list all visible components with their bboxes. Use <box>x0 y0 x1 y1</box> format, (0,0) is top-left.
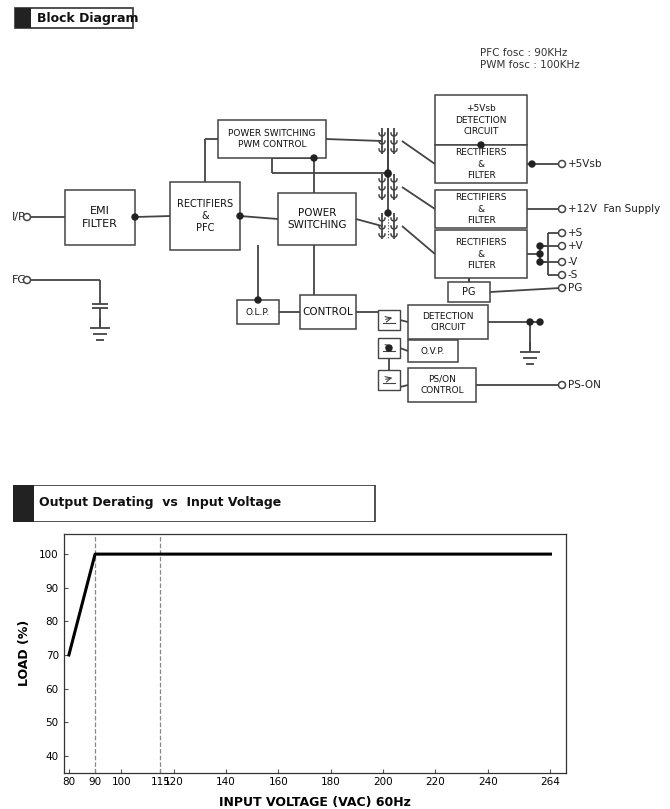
Circle shape <box>385 171 391 177</box>
Circle shape <box>255 297 261 303</box>
Bar <box>13 485 34 522</box>
Text: -S: -S <box>568 270 578 280</box>
Text: RECTIFIERS
&
PFC: RECTIFIERS & PFC <box>177 199 233 234</box>
Circle shape <box>311 155 317 161</box>
Circle shape <box>132 214 138 220</box>
Bar <box>408 340 458 362</box>
Circle shape <box>559 243 565 249</box>
Circle shape <box>537 243 543 249</box>
Circle shape <box>559 382 565 388</box>
Text: CONTROL: CONTROL <box>303 307 353 317</box>
Text: +V: +V <box>568 241 584 251</box>
Circle shape <box>478 142 484 148</box>
Bar <box>435 190 527 228</box>
X-axis label: INPUT VOLTAGE (VAC) 60Hz: INPUT VOLTAGE (VAC) 60Hz <box>219 796 411 809</box>
Bar <box>300 295 356 329</box>
Text: O.V.P.: O.V.P. <box>421 346 445 355</box>
Circle shape <box>23 277 31 283</box>
Text: O.L.P.: O.L.P. <box>246 307 270 316</box>
Bar <box>448 282 490 302</box>
Bar <box>218 120 326 158</box>
Circle shape <box>537 251 543 257</box>
Text: FG: FG <box>12 275 27 285</box>
Bar <box>378 370 400 390</box>
Circle shape <box>386 345 392 351</box>
Bar <box>170 182 240 250</box>
Bar <box>278 193 356 245</box>
Text: EMI
FILTER: EMI FILTER <box>82 206 118 229</box>
Text: POWER SWITCHING
PWM CONTROL: POWER SWITCHING PWM CONTROL <box>228 129 316 149</box>
Circle shape <box>385 210 391 216</box>
Text: PS-ON: PS-ON <box>568 380 601 390</box>
Text: PG: PG <box>568 283 582 293</box>
Bar <box>237 300 279 324</box>
Y-axis label: LOAD (%): LOAD (%) <box>18 621 31 686</box>
Text: PFC fosc : 90KHz
PWM fosc : 100KHz: PFC fosc : 90KHz PWM fosc : 100KHz <box>480 48 580 70</box>
Bar <box>408 368 476 402</box>
Bar <box>378 338 400 358</box>
Text: Block Diagram: Block Diagram <box>37 11 139 24</box>
Circle shape <box>529 161 535 167</box>
Circle shape <box>385 170 391 176</box>
Circle shape <box>23 214 31 221</box>
Circle shape <box>559 259 565 265</box>
Circle shape <box>537 319 543 325</box>
Text: RECTIFIERS
&
FILTER: RECTIFIERS & FILTER <box>455 148 507 180</box>
Text: Output Derating  vs  Input Voltage: Output Derating vs Input Voltage <box>40 497 281 510</box>
Circle shape <box>559 230 565 236</box>
Text: RECTIFIERS
&
FILTER: RECTIFIERS & FILTER <box>455 193 507 225</box>
Circle shape <box>559 272 565 278</box>
Circle shape <box>537 259 543 265</box>
Text: DETECTION
CIRCUIT: DETECTION CIRCUIT <box>422 312 474 332</box>
Text: PG: PG <box>462 287 476 297</box>
Text: +12V  Fan Supply: +12V Fan Supply <box>568 204 660 214</box>
Text: POWER
SWITCHING: POWER SWITCHING <box>287 208 347 231</box>
Bar <box>435 95 527 145</box>
Circle shape <box>527 319 533 325</box>
Bar <box>378 310 400 330</box>
Bar <box>15 8 133 28</box>
Text: +5Vsb
DETECTION
CIRCUIT: +5Vsb DETECTION CIRCUIT <box>455 104 507 136</box>
Circle shape <box>559 285 565 291</box>
Circle shape <box>559 160 565 167</box>
Text: +5Vsb: +5Vsb <box>568 159 602 169</box>
Bar <box>408 305 488 339</box>
Circle shape <box>559 205 565 213</box>
Bar <box>15 8 31 28</box>
Circle shape <box>237 213 243 219</box>
Bar <box>65 190 135 245</box>
Text: -V: -V <box>568 257 578 267</box>
Text: PS/ON
CONTROL: PS/ON CONTROL <box>420 375 464 395</box>
Bar <box>435 230 527 278</box>
Bar <box>435 145 527 183</box>
Text: +S: +S <box>568 228 584 238</box>
Text: RECTIFIERS
&
FILTER: RECTIFIERS & FILTER <box>455 239 507 269</box>
Text: I/P: I/P <box>12 212 25 222</box>
